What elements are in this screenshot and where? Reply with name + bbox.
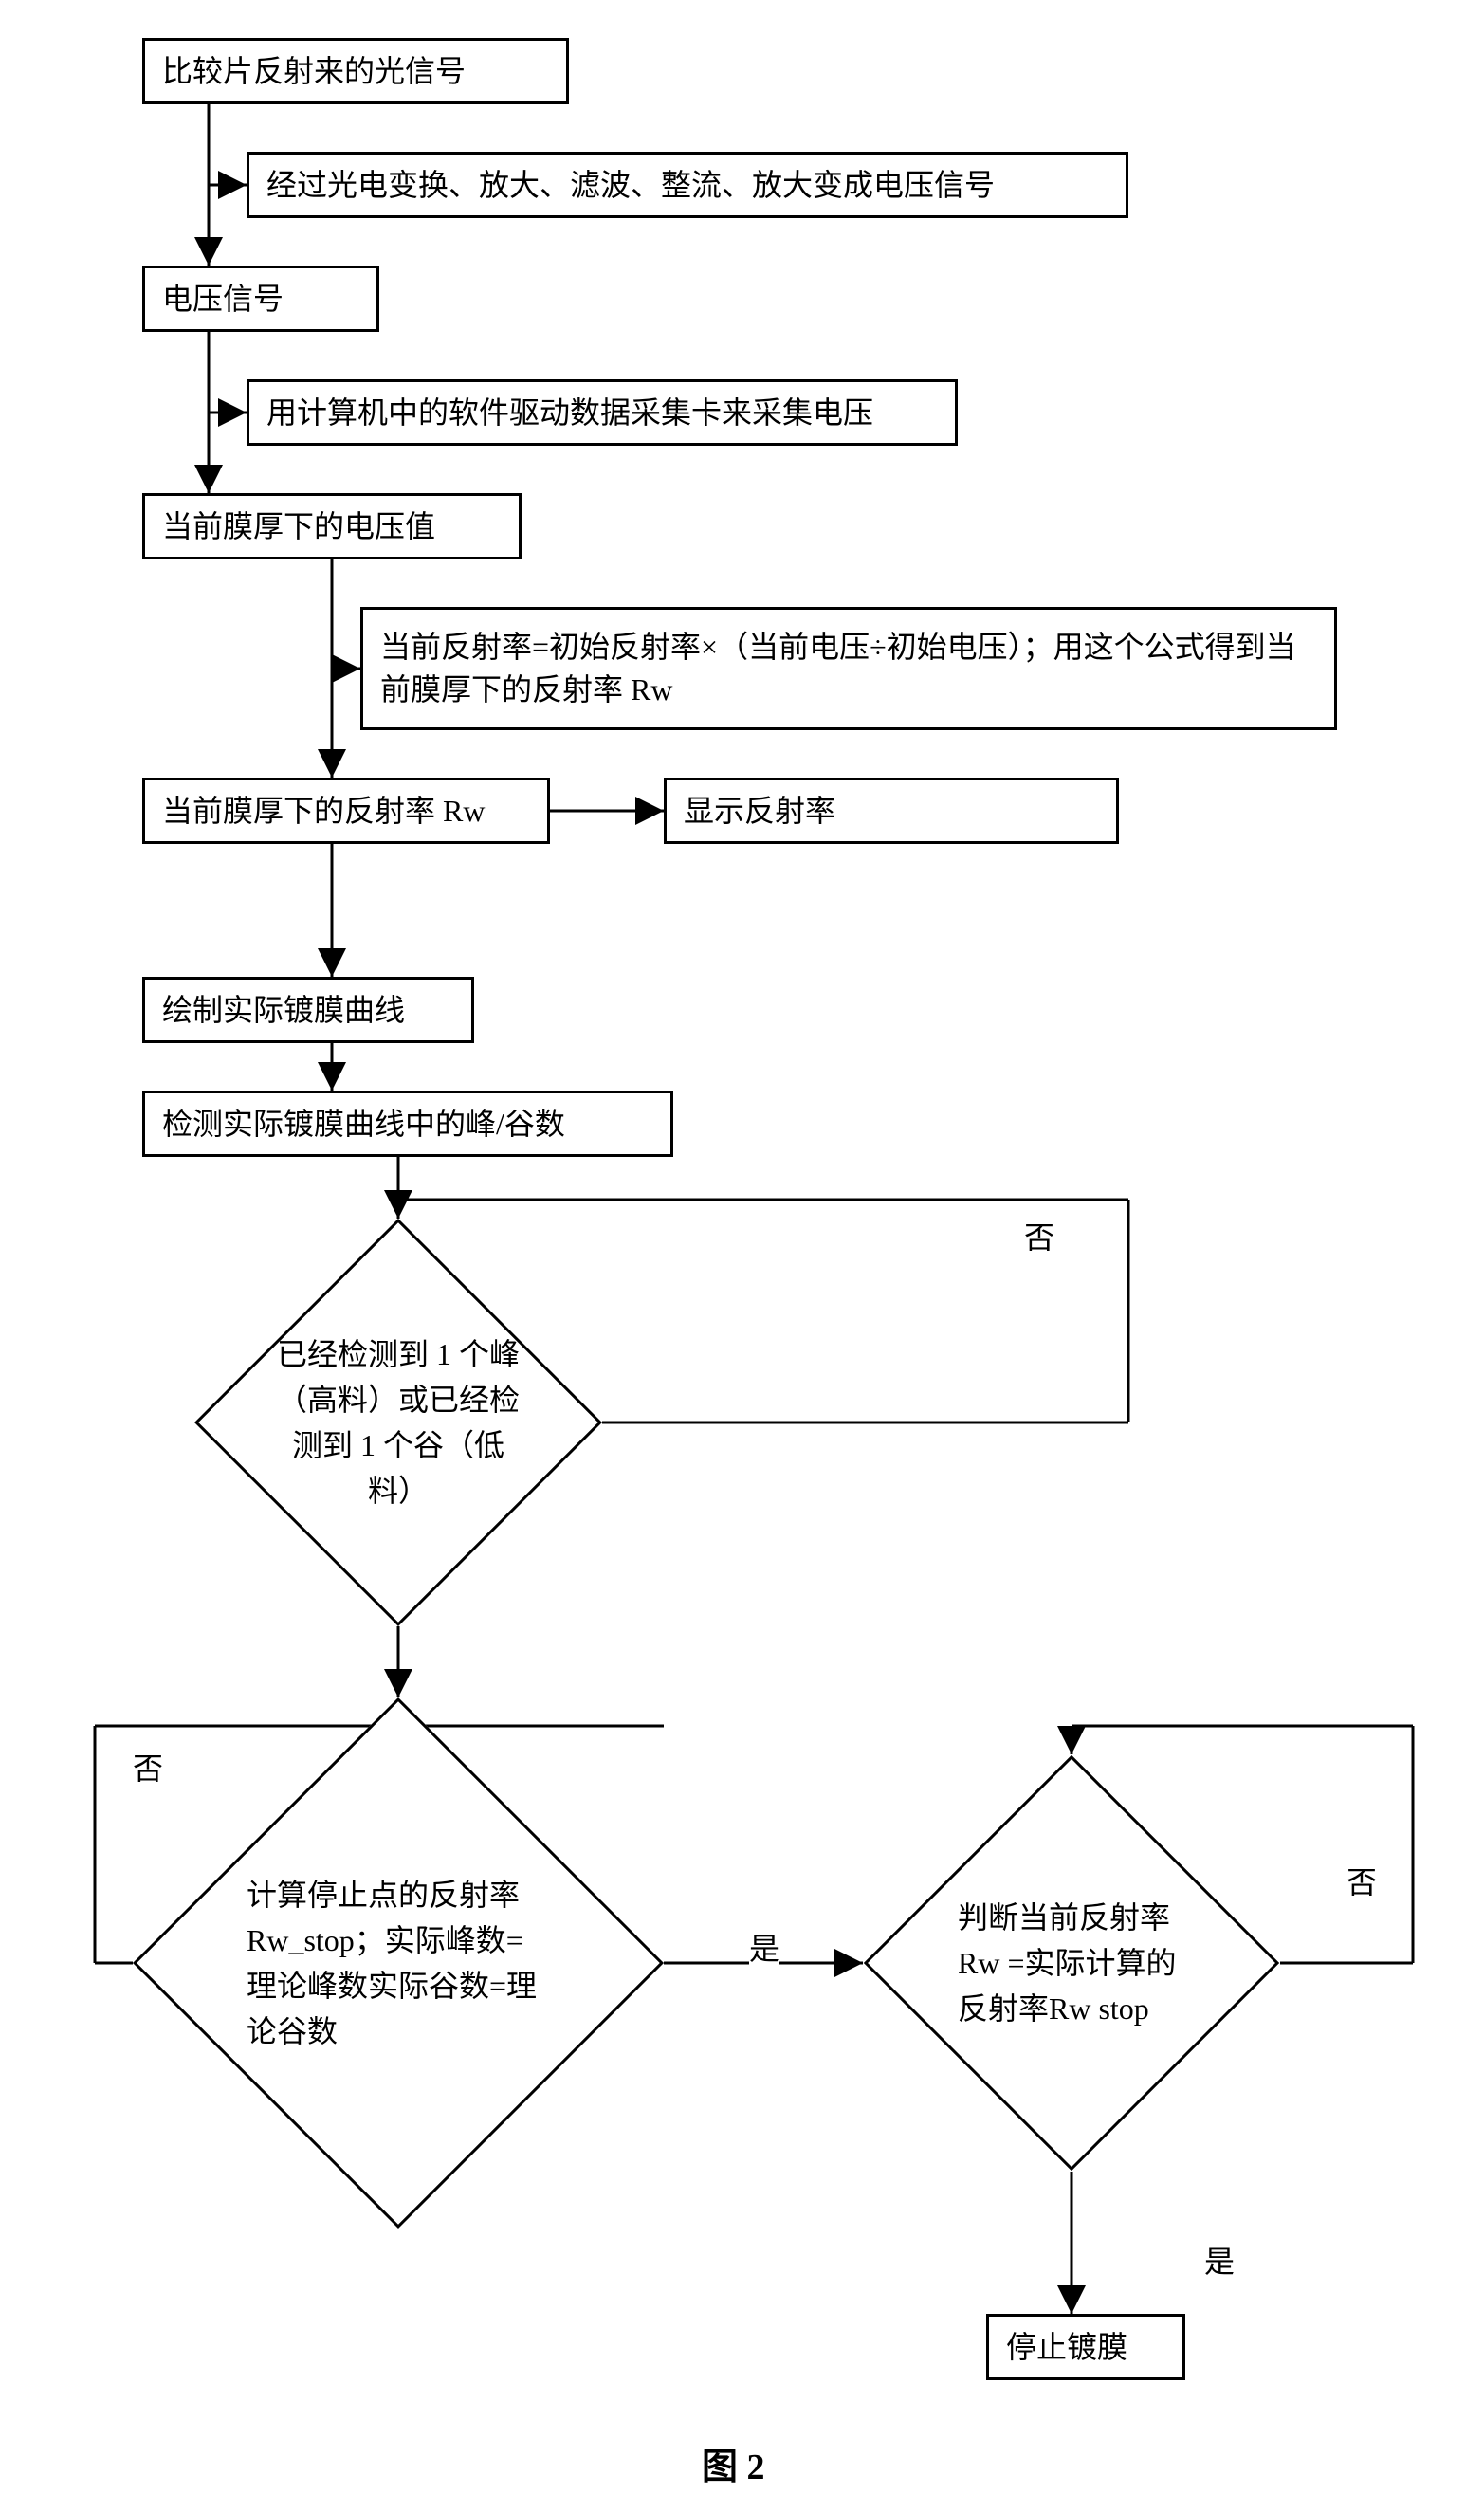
flowchart-canvas: 比较片反射来的光信号 经过光电变换、放大、滤波、整流、放大变成电压信号 电压信号… (19, 19, 1465, 2494)
node-current-voltage: 当前膜厚下的电压值 (142, 493, 522, 559)
edge-label-d2-no: 否 (133, 1745, 163, 1788)
decision-rw-equals: 判断当前反射率 Rw =实际计算的反射率Rw stop (863, 1754, 1280, 2172)
node-acquisition: 用计算机中的软件驱动数据采集卡来采集电压 (247, 379, 958, 446)
node-text: 比较片反射来的光信号 (162, 50, 466, 93)
node-draw-curve: 绘制实际镀膜曲线 (142, 977, 474, 1043)
node-text: 当前膜厚下的电压值 (162, 505, 435, 548)
node-voltage-signal: 电压信号 (142, 266, 379, 332)
edge-label-d1-no: 否 (1024, 1214, 1054, 1257)
edge-label-d3-no: 否 (1347, 1859, 1377, 1902)
node-display-reflectance: 显示反射率 (664, 778, 1119, 844)
node-text: 显示反射率 (684, 790, 835, 833)
node-text: 经过光电变换、放大、滤波、整流、放大变成电压信号 (266, 164, 995, 207)
node-text: 已经检测到 1 个峰（高料）或已经检测到 1 个谷（低料） (275, 1331, 522, 1513)
node-text: 计算停止点的反射率Rw_stop；实际峰数=理论峰数实际谷数=理论谷数 (247, 1872, 550, 2054)
node-text: 绘制实际镀膜曲线 (162, 989, 405, 1032)
node-text: 停止镀膜 (1006, 2326, 1127, 2369)
node-text: 电压信号 (162, 278, 284, 321)
decision-rw-stop: 计算停止点的反射率Rw_stop；实际峰数=理论峰数实际谷数=理论谷数 (133, 1697, 664, 2229)
edge-label-d2-yes: 是 (749, 1925, 779, 1969)
node-formula: 当前反射率=初始反射率×（当前电压÷初始电压）；用这个公式得到当前膜厚下的反射率… (360, 607, 1337, 730)
edge-label-d3-yes: 是 (1204, 2238, 1235, 2282)
node-detect-peaks: 检测实际镀膜曲线中的峰/谷数 (142, 1091, 673, 1157)
node-text: 当前反射率=初始反射率×（当前电压÷初始电压）；用这个公式得到当前膜厚下的反射率… (380, 626, 1317, 711)
node-text: 用计算机中的软件驱动数据采集卡来采集电压 (266, 392, 873, 434)
node-light-signal: 比较片反射来的光信号 (142, 38, 569, 104)
node-text: 判断当前反射率 Rw =实际计算的反射率Rw stop (958, 1895, 1185, 2031)
node-current-rw: 当前膜厚下的反射率 Rw (142, 778, 550, 844)
node-photoelectric: 经过光电变换、放大、滤波、整流、放大变成电压信号 (247, 152, 1128, 218)
node-stop-coating: 停止镀膜 (986, 2314, 1185, 2380)
node-text: 当前膜厚下的反射率 Rw (162, 790, 485, 833)
figure-caption: 图 2 (702, 2437, 765, 2489)
node-text: 检测实际镀膜曲线中的峰/谷数 (162, 1103, 565, 1146)
decision-peak-detected: 已经检测到 1 个峰（高料）或已经检测到 1 个谷（低料） (194, 1219, 602, 1626)
